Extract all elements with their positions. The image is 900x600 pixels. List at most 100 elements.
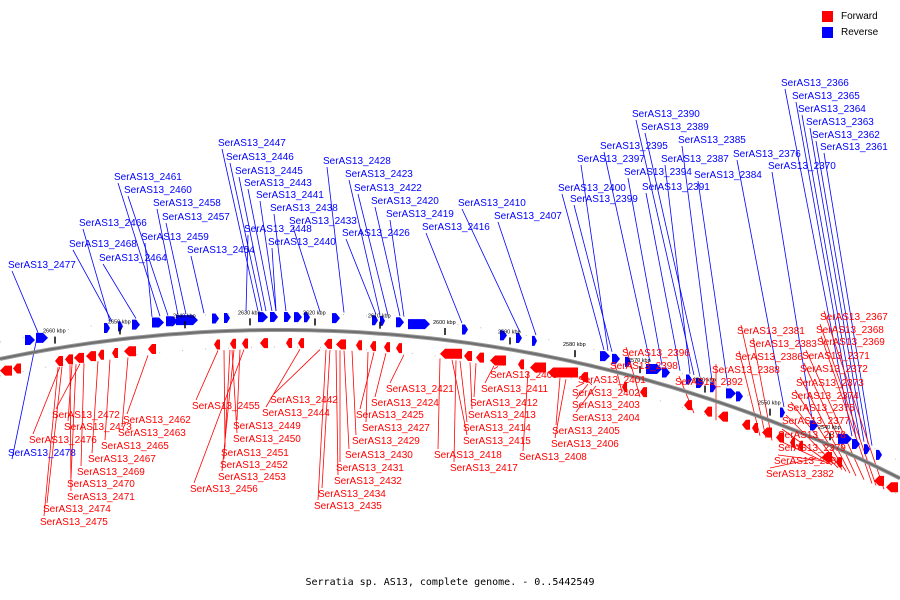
forward-gene-arrow — [886, 482, 898, 493]
reverse-gene-label: SerAS13_2443 — [244, 178, 312, 189]
axis-tick-label: 2660 kbp — [43, 329, 66, 335]
reverse-gene-label: SerAS13_2364 — [798, 104, 866, 115]
reverse-gene-arrow — [284, 312, 291, 323]
legend-reverse: Reverse — [822, 24, 892, 40]
forward-gene-label: SerAS13_2371 — [802, 351, 870, 362]
reverse-gene-arrow — [212, 313, 219, 324]
reverse-gene-label: SerAS13_2365 — [792, 91, 860, 102]
leader-line — [451, 359, 468, 436]
forward-gene-arrow — [384, 342, 390, 353]
forward-gene-arrow — [336, 339, 346, 350]
forward-gene-arrow — [836, 457, 842, 468]
forward-gene-label: SerAS13_2404 — [572, 413, 640, 424]
axis-tick-label: 2560 kbp — [693, 378, 716, 384]
leader-line — [493, 366, 499, 370]
leader-line — [32, 366, 61, 435]
forward-gene-arrow — [776, 432, 784, 443]
forward-gene-arrow — [55, 355, 63, 366]
forward-gene-label: SerAS13_2382 — [766, 469, 834, 480]
leader-line — [91, 361, 99, 454]
reverse-gene-arrow — [152, 317, 164, 328]
forward-gene-arrow — [260, 338, 268, 349]
forward-gene-label: SerAS13_2452 — [220, 460, 288, 471]
forward-gene-label: SerAS13_2453 — [218, 472, 286, 483]
reverse-gene-arrow — [372, 315, 378, 326]
leader-line — [121, 357, 129, 428]
leader-line — [752, 337, 773, 441]
leader-line — [104, 359, 111, 441]
leader-line — [265, 348, 301, 408]
leader-line — [555, 377, 561, 426]
forward-gene-label: SerAS13_2432 — [334, 476, 402, 487]
forward-gene-arrow — [356, 340, 362, 351]
leader-line — [221, 148, 259, 312]
reverse-gene-label: SerAS13_2448 — [244, 224, 312, 235]
reverse-gene-arrow — [408, 319, 430, 330]
forward-gene-label: SerAS13_2470 — [67, 479, 135, 490]
leader-line — [127, 195, 169, 316]
leader-line — [345, 238, 377, 315]
forward-gene-arrow — [874, 475, 884, 486]
leader-line — [193, 349, 245, 484]
leader-line — [273, 213, 287, 312]
leader-line — [613, 359, 623, 393]
forward-gene-arrow — [822, 451, 832, 462]
reverse-gene-arrow — [104, 322, 110, 333]
reverse-gene-arrow — [852, 438, 860, 449]
forward-gene-label: SerAS13_2409 — [490, 370, 558, 381]
forward-gene-label: SerAS13_2471 — [67, 492, 135, 503]
leader-line — [681, 145, 713, 381]
reverse-gene-label: SerAS13_2446 — [226, 152, 294, 163]
forward-gene-arrow — [798, 440, 803, 451]
reverse-gene-label: SerAS13_2468 — [69, 239, 137, 250]
reverse-gene-arrow — [612, 353, 620, 364]
axis-ticks: 2660 kbp 2650 kbp 2640 kbp 2630 kbp 2620 kbp… — [43, 310, 841, 441]
forward-gene-label: SerAS13_2463 — [118, 428, 186, 439]
reverse-gene-arrow — [710, 382, 716, 393]
reverse-gene-label: SerAS13_2420 — [371, 196, 439, 207]
leader-line — [437, 358, 441, 450]
forward-gene-label: SerAS13_2475 — [40, 517, 108, 528]
reverse-gene-label: SerAS13_2400 — [558, 183, 626, 194]
reverse-gene-arrow — [176, 315, 198, 326]
forward-gene-arrow — [242, 338, 248, 349]
leader-line — [795, 101, 857, 439]
leader-line — [459, 360, 468, 423]
reverse-gene-arrow — [736, 391, 743, 402]
leader-line — [815, 140, 869, 444]
forward-gene-label: SerAS13_2372 — [800, 364, 868, 375]
forward-gene-label: SerAS13_2467 — [88, 454, 156, 465]
reverse-gene-label: SerAS13_2391 — [642, 182, 710, 193]
forward-gene-arrow — [762, 427, 772, 438]
reverse-gene-label: SerAS13_2459 — [141, 232, 209, 243]
forward-gene-arrow — [622, 382, 627, 393]
forward-gene-label: SerAS13_2449 — [233, 421, 301, 432]
forward-gene-label: SerAS13_2408 — [519, 452, 587, 463]
leader-line — [781, 428, 833, 466]
reverse-gene-label: SerAS13_2445 — [235, 166, 303, 177]
leader-line — [453, 360, 457, 463]
axis-tick-label: 2630 kbp — [238, 310, 261, 316]
forward-gene-arrow — [286, 338, 292, 349]
reverse-gene-label: SerAS13_2370 — [768, 161, 836, 172]
axis-tick-label: 2620 kbp — [303, 310, 326, 316]
forward-gene-label: SerAS13_2430 — [345, 450, 413, 461]
forward-gene-arrow — [13, 363, 21, 374]
reverse-gene-arrow — [686, 374, 692, 385]
leader-line — [343, 350, 350, 450]
leader-line — [603, 151, 651, 362]
forward-gene-label: SerAS13_2465 — [101, 441, 169, 452]
forward-gene-arrow — [148, 343, 156, 354]
gene-arrows — [0, 312, 898, 493]
leader-line — [321, 349, 331, 489]
axis-tick-label: 2590 kbp — [498, 329, 521, 335]
reverse-gene-label: SerAS13_2407 — [494, 211, 562, 222]
leader-line — [351, 350, 357, 436]
forward-gene-label: SerAS13_2455 — [192, 401, 260, 412]
forward-gene-label: SerAS13_2412 — [470, 398, 538, 409]
leader-line — [635, 119, 695, 376]
forward-gene-label: SerAS13_2421 — [386, 384, 454, 395]
leader-line — [769, 457, 817, 469]
leader-line — [102, 263, 137, 319]
